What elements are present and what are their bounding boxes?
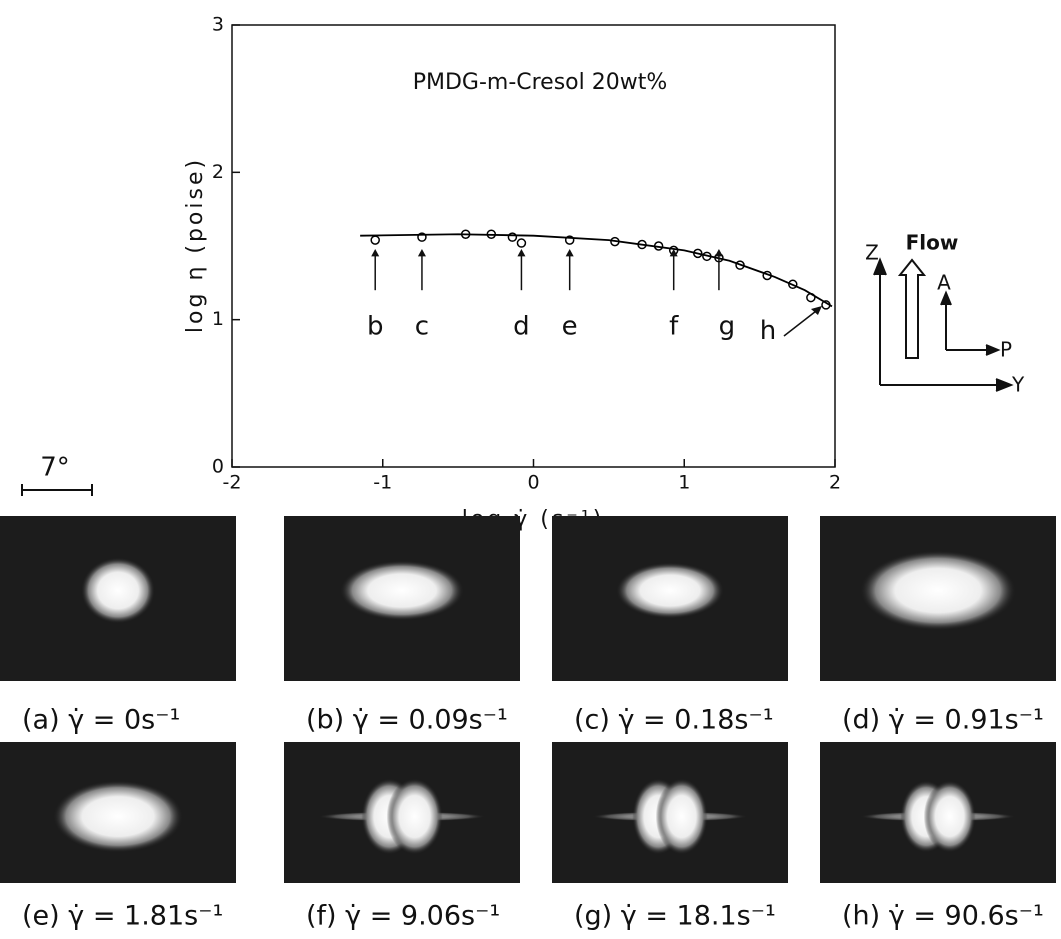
diffraction-panel: (h) γ̇ = 90.6s⁻¹ [820, 742, 1056, 932]
panel-caption: (h) γ̇ = 90.6s⁻¹ [842, 901, 1044, 932]
panel-caption: (f) γ̇ = 9.06s⁻¹ [306, 901, 500, 932]
arrow-head [810, 305, 822, 315]
panel-caption: (c) γ̇ = 0.18s⁻¹ [574, 705, 774, 736]
pattern-lobe [386, 778, 443, 855]
diffraction-panel: (e) γ̇ = 1.81s⁻¹ [0, 742, 236, 932]
chart-annotation: PMDG-m-Cresol 20wt% [413, 70, 668, 95]
pattern [81, 557, 155, 624]
arrow-head [565, 248, 574, 257]
pattern-lobe [923, 780, 976, 853]
panel-caption: (g) γ̇ = 18.1s⁻¹ [574, 901, 776, 932]
panel-caption: (b) γ̇ = 0.09s⁻¹ [306, 705, 508, 736]
panel-caption: (d) γ̇ = 0.91s⁻¹ [842, 705, 1044, 736]
axis-z-label: Z [865, 241, 879, 265]
flow-label: Flow [906, 231, 959, 255]
y-axis-label: log η (poise) [183, 157, 208, 333]
y-tick-label: 1 [212, 308, 224, 330]
arrow [783, 307, 821, 337]
arrow-label: e [562, 312, 578, 342]
pattern [860, 550, 1016, 631]
orientation-diagram [873, 257, 1014, 392]
diffraction-panel: (g) γ̇ = 18.1s⁻¹ [552, 742, 788, 932]
analyzer-label: A [937, 271, 951, 295]
data-point [370, 235, 380, 245]
polarizer-label: P [1000, 338, 1012, 362]
pattern [616, 562, 724, 619]
x-tick-label: 2 [829, 472, 841, 494]
arrow-label: g [719, 312, 736, 342]
y-tick-label: 0 [212, 456, 224, 478]
x-tick-label: -2 [223, 472, 242, 494]
x-tick-label: -1 [373, 472, 392, 494]
diffraction-panel: (c) γ̇ = 0.18s⁻¹ [552, 516, 788, 736]
axis-y-label: Y [1011, 373, 1025, 397]
scale-bar-label: 7° [40, 453, 70, 483]
y-tick-label: 3 [212, 14, 224, 36]
pattern [53, 780, 183, 853]
arrow-label: b [367, 312, 384, 342]
diffraction-panel: (f) γ̇ = 9.06s⁻¹ [284, 742, 520, 932]
panel-caption: (e) γ̇ = 1.81s⁻¹ [22, 901, 223, 932]
x-tick-label: 1 [678, 472, 690, 494]
y-tick-label: 2 [212, 161, 224, 183]
pattern [340, 560, 464, 621]
panel-caption: (a) γ̇ = 0s⁻¹ [22, 705, 180, 736]
arrow-head [371, 248, 380, 257]
diffraction-panel: (d) γ̇ = 0.91s⁻¹ [820, 516, 1056, 736]
data-point [516, 238, 527, 248]
arrow-head [714, 248, 723, 257]
arrow-head [517, 248, 526, 257]
arrow-label: d [513, 312, 530, 342]
scale-bar [21, 484, 93, 496]
arrow-head [669, 248, 678, 257]
diffraction-panel: (b) γ̇ = 0.09s⁻¹ [284, 516, 520, 736]
arrow-label: c [415, 312, 429, 342]
x-tick-label: 0 [527, 472, 539, 494]
arrow-label: f [669, 312, 679, 342]
diffraction-panel: (a) γ̇ = 0s⁻¹ [0, 516, 236, 736]
fit-line [360, 233, 833, 308]
arrow-label: h [760, 316, 776, 346]
arrow-head [417, 248, 426, 257]
pattern-lobe [655, 778, 708, 855]
